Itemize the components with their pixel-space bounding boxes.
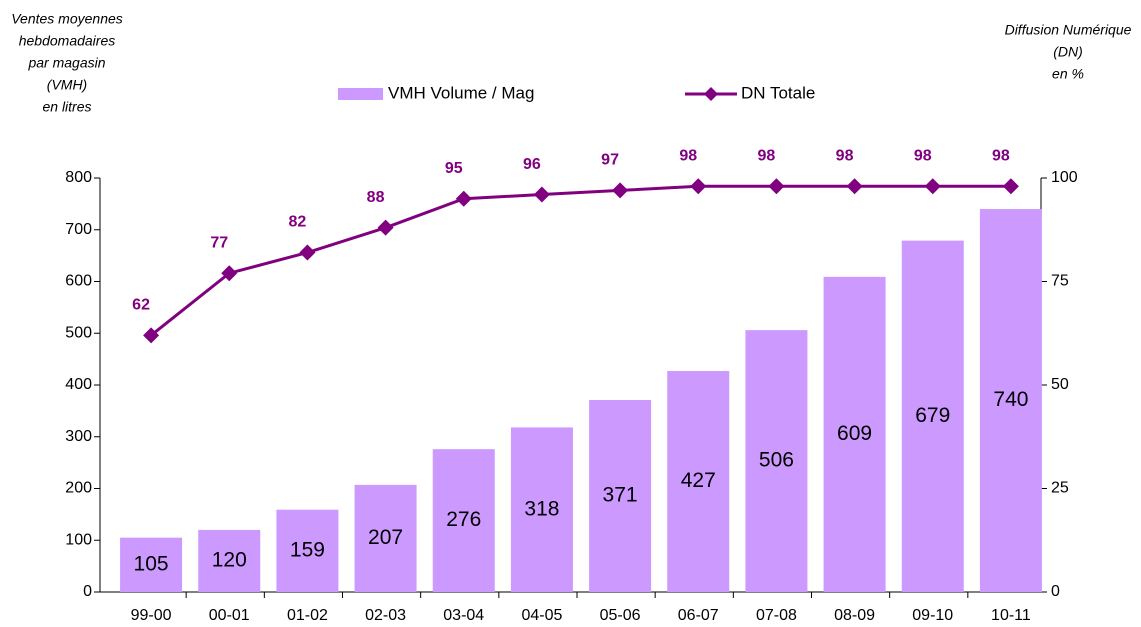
y-axis-title: en litres [42, 99, 91, 115]
bar [667, 371, 730, 592]
line-value-label: 88 [367, 189, 385, 206]
legend-label: DN Totale [741, 83, 815, 102]
bar [510, 427, 573, 592]
bar [276, 509, 339, 592]
line-value-label: 98 [679, 147, 697, 164]
bar-value-label: 207 [368, 526, 403, 549]
x-tick-label: 03-04 [443, 607, 484, 624]
bar-value-label: 120 [212, 548, 247, 571]
y2-axis-title: en % [1052, 66, 1084, 82]
x-tick-label: 08-09 [834, 607, 875, 624]
bar [745, 330, 808, 592]
x-tick-label: 05-06 [600, 607, 641, 624]
y-tick-label: 400 [65, 376, 92, 393]
bar [979, 209, 1042, 593]
y-tick-label: 800 [65, 169, 92, 186]
x-tick-label: 06-07 [678, 607, 719, 624]
line-marker [1002, 178, 1019, 195]
bar-value-label: 609 [837, 422, 872, 445]
line-value-label: 95 [445, 160, 463, 177]
x-tick-label: 02-03 [365, 607, 406, 624]
y2-tick-label: 100 [1051, 169, 1078, 186]
line-marker [221, 265, 238, 282]
line-value-label: 97 [601, 152, 619, 169]
line-value-label: 98 [992, 147, 1010, 164]
bar-value-label: 427 [681, 469, 716, 492]
legend-swatch [338, 88, 383, 100]
y-tick-label: 200 [65, 480, 92, 497]
bar-value-label: 506 [759, 449, 794, 472]
bar [354, 484, 417, 592]
line-marker [768, 178, 785, 195]
line-value-label: 62 [132, 297, 150, 314]
line-value-label: 98 [836, 147, 854, 164]
x-tick-label: 10-11 [991, 607, 1031, 624]
bar [823, 276, 886, 592]
y2-tick-label: 25 [1051, 480, 1069, 497]
x-tick-label: 04-05 [521, 607, 562, 624]
x-tick-label: 07-08 [756, 607, 797, 624]
legend-marker [704, 87, 718, 101]
y2-tick-label: 50 [1051, 376, 1069, 393]
line-marker [612, 182, 629, 199]
y-tick-label: 0 [83, 583, 92, 600]
line-value-label: 98 [758, 147, 776, 164]
line-marker [143, 327, 160, 344]
y-tick-label: 300 [65, 428, 92, 445]
y2-axis-title: (DN) [1053, 44, 1083, 60]
x-tick-label: 01-02 [287, 607, 328, 624]
bar [589, 400, 652, 592]
x-tick-label: 99-00 [131, 607, 172, 624]
bar-value-label: 371 [603, 484, 638, 507]
y2-axis-title: Diffusion Numérique [1005, 22, 1132, 38]
y-tick-label: 100 [65, 531, 92, 548]
bar [901, 240, 964, 592]
bar-value-label: 276 [446, 508, 481, 531]
bar [198, 529, 261, 592]
bar-value-label: 679 [915, 404, 950, 427]
line-value-label: 96 [523, 156, 541, 173]
y-tick-label: 500 [65, 324, 92, 341]
bar-value-label: 159 [290, 538, 325, 561]
y-tick-label: 700 [65, 221, 92, 238]
bar [432, 449, 495, 592]
y-axis-title: hebdomadaires [19, 33, 116, 49]
y-axis-title: par magasin [27, 55, 105, 71]
bar [120, 537, 183, 592]
bar-value-label: 318 [524, 497, 559, 520]
line-marker [846, 178, 863, 195]
line-marker [533, 186, 550, 203]
legend-label: VMH Volume / Mag [388, 83, 534, 102]
line-marker [924, 178, 941, 195]
line-value-label: 82 [289, 214, 307, 231]
bar-value-label: 105 [134, 552, 169, 575]
y2-tick-label: 0 [1051, 583, 1060, 600]
line-marker [299, 244, 316, 261]
x-tick-label: 00-01 [209, 607, 250, 624]
y-tick-label: 600 [65, 273, 92, 290]
line-value-label: 98 [914, 147, 932, 164]
line-marker [690, 178, 707, 195]
line-marker [377, 219, 394, 236]
bar-value-label: 740 [993, 388, 1028, 411]
line [150, 184, 1011, 337]
line-marker [455, 190, 472, 207]
y2-tick-label: 75 [1051, 273, 1069, 290]
x-tick-label: 09-10 [912, 607, 953, 624]
y-axis-title: Ventes moyennes [11, 11, 123, 27]
y-axis-title: (VMH) [47, 77, 87, 93]
line-value-label: 77 [210, 234, 228, 251]
